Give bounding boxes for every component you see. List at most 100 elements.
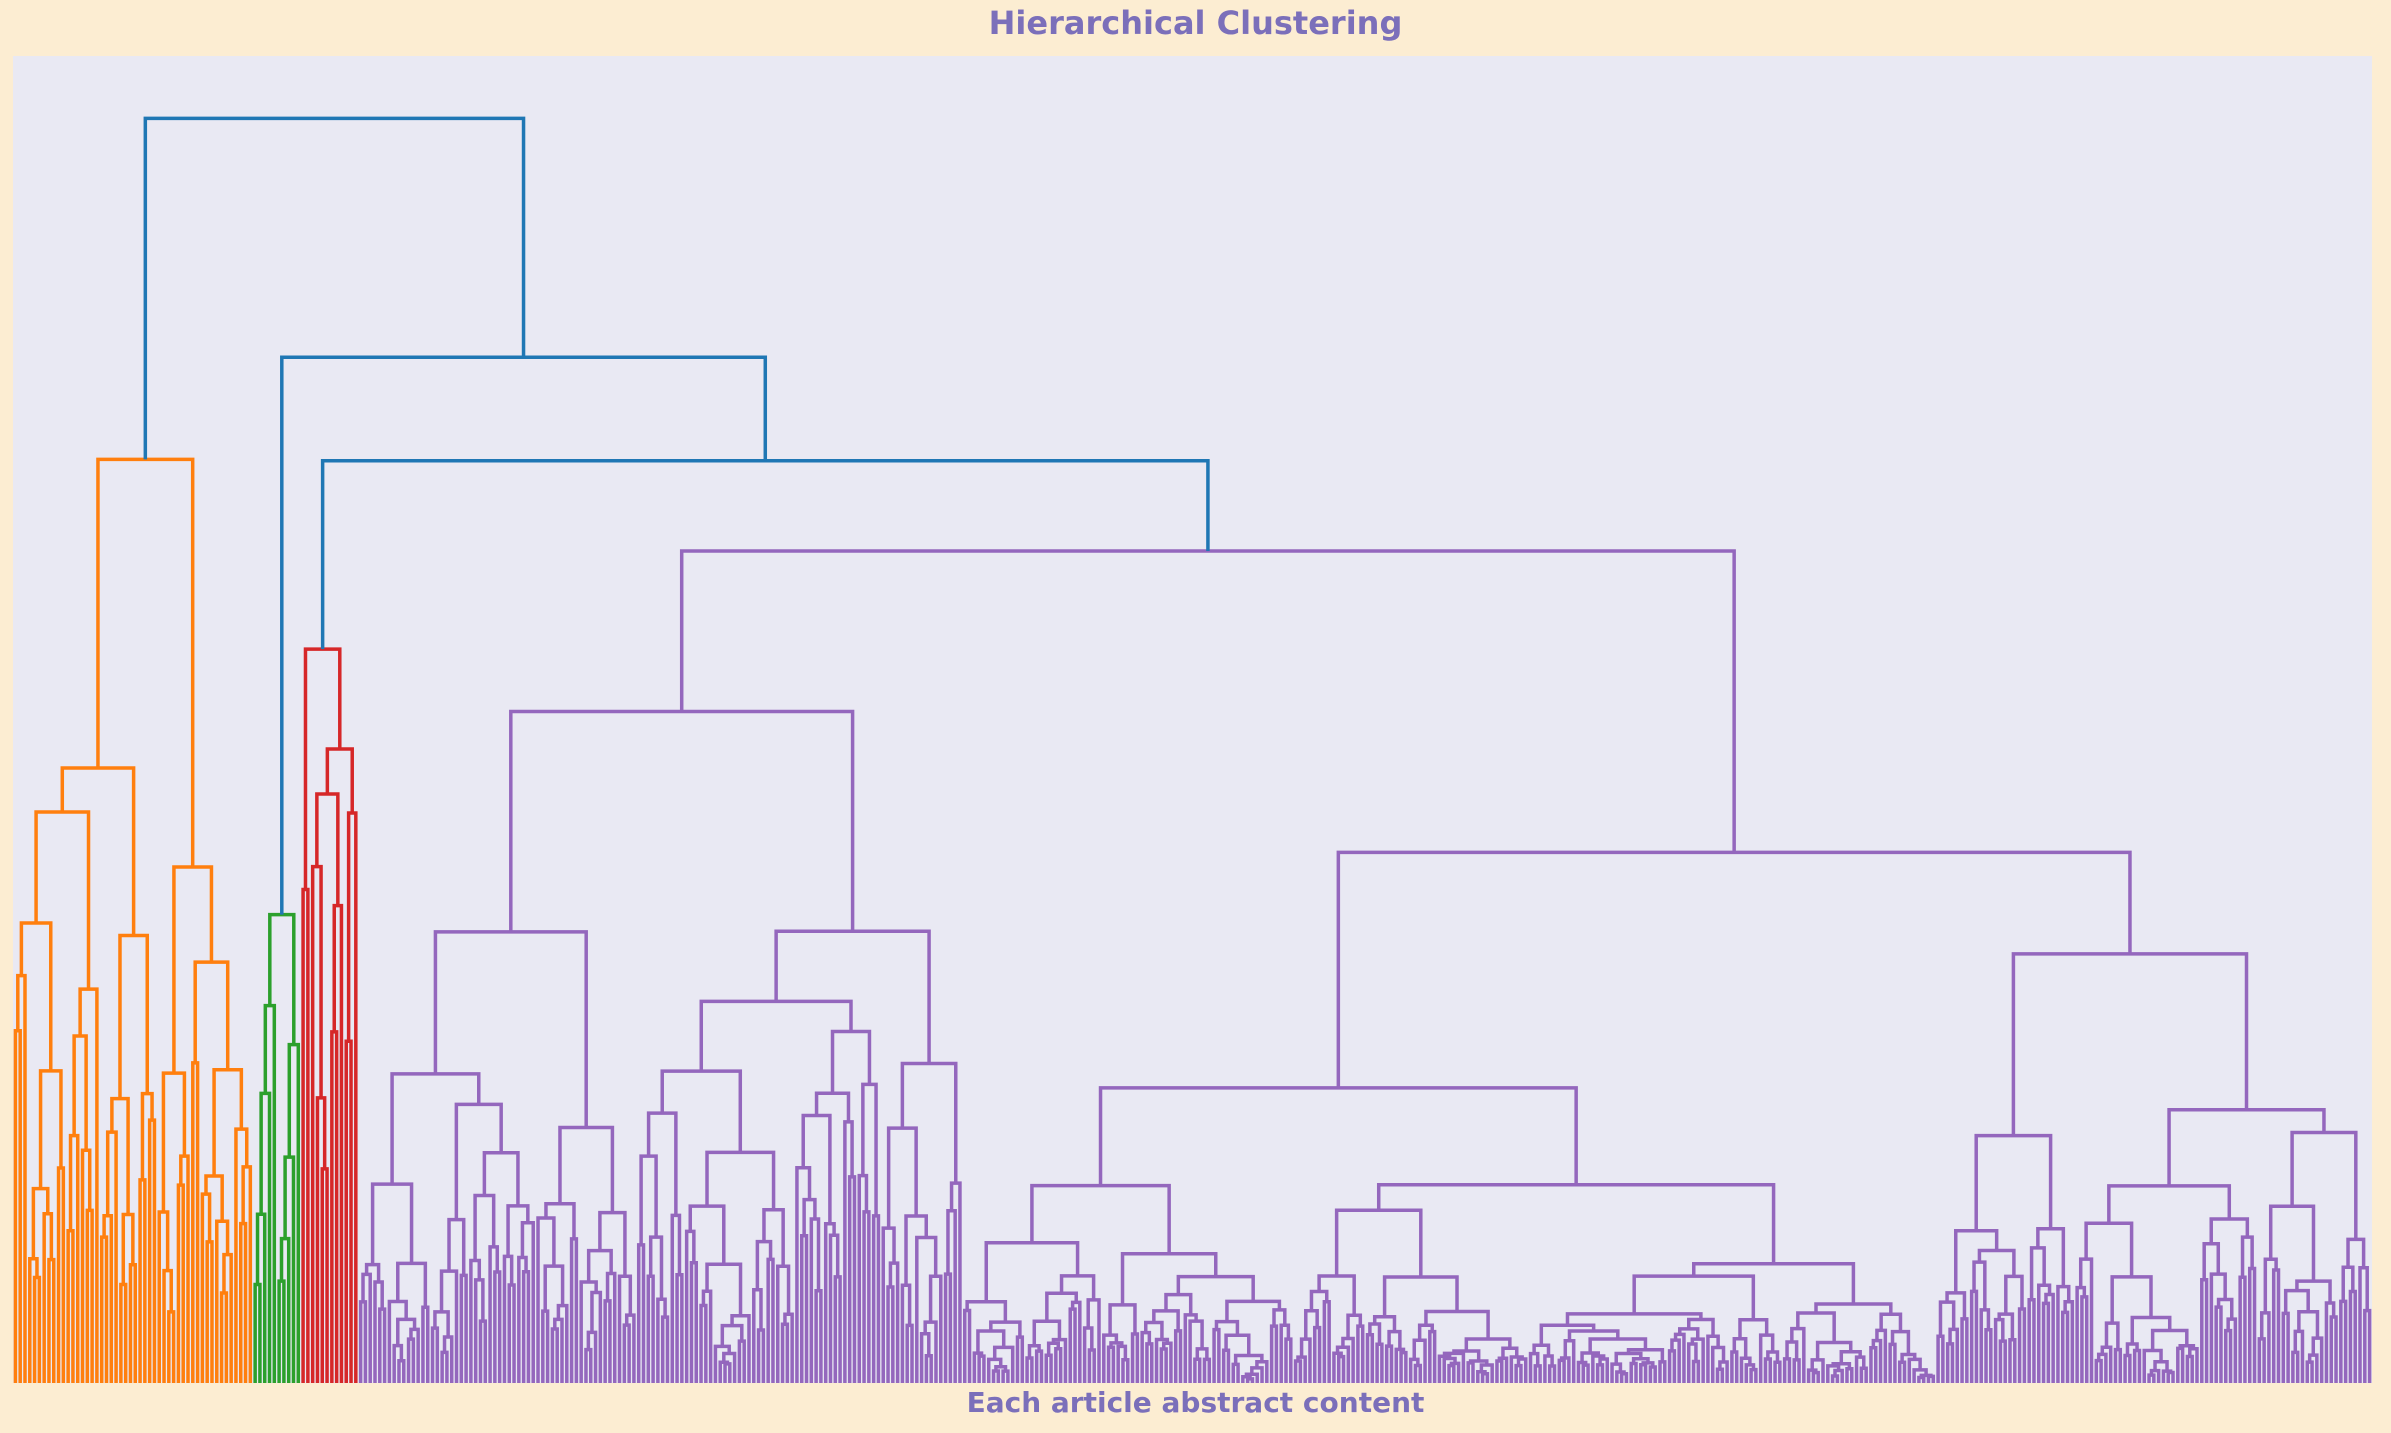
cluster-1-link: [138, 1178, 147, 1383]
cluster-4-link: [977, 1354, 986, 1383]
cluster-4-link: [2149, 1368, 2161, 1383]
cluster-4-link: [1854, 1355, 1866, 1383]
cluster-4-link: [1974, 1133, 2053, 1231]
cluster-4-link: [986, 1357, 1003, 1383]
cluster-4-link: [586, 1330, 598, 1383]
cluster-4-link: [1245, 1377, 1255, 1383]
cluster-4-link: [605, 1271, 617, 1383]
cluster-4-link: [1710, 1345, 1726, 1383]
cluster-4-link: [949, 1181, 962, 1383]
cluster-4-link: [469, 1258, 482, 1383]
cluster-4-link: [705, 1150, 776, 1210]
cluster-4-link: [1948, 1327, 1960, 1383]
cluster-4-link: [776, 1264, 791, 1383]
cluster-1-link: [172, 865, 214, 1074]
cluster-4-link: [2293, 1329, 2305, 1383]
cluster-4-link: [396, 1261, 428, 1308]
cluster-1-link: [66, 1228, 75, 1383]
cluster-4-link: [624, 1313, 636, 1383]
cluster-4-link: [1773, 1360, 1782, 1383]
cluster-4-link: [1176, 1274, 1255, 1302]
cluster-4-link: [699, 999, 853, 1072]
cluster-4-link: [2311, 1336, 2324, 1383]
cluster-4-link: [1969, 1289, 1979, 1383]
cluster-4-link: [1140, 1330, 1152, 1383]
cluster-4-link: [1782, 1357, 1792, 1383]
cluster-4-link: [762, 1208, 785, 1267]
cluster-4-link: [2295, 1279, 2332, 1303]
cluster-4-link: [1833, 1368, 1844, 1383]
cluster-4-link: [1250, 1366, 1264, 1383]
cluster-3-link: [310, 864, 323, 1383]
cluster-1-link: [19, 921, 53, 1071]
cluster-4-link: [569, 1237, 579, 1383]
cluster-4-link: [780, 1322, 790, 1383]
cluster-4-link: [482, 1150, 520, 1206]
cluster-2-link: [253, 1282, 262, 1383]
cluster-4-link: [1567, 1329, 1620, 1341]
cluster-4-link: [1945, 1342, 1955, 1383]
cluster-4-link: [1480, 1372, 1490, 1383]
cluster-4-link: [2202, 1242, 2221, 1280]
cluster-4-link: [1108, 1303, 1137, 1336]
cluster-4-link: [361, 1272, 372, 1383]
cluster-1-link: [162, 1268, 173, 1383]
cluster-4-link: [886, 1285, 895, 1383]
cluster-4-link: [1839, 1349, 1862, 1364]
cluster-4-link: [1595, 1363, 1605, 1383]
cluster-4-link: [1027, 1343, 1041, 1359]
cluster-4-link: [2044, 1292, 2055, 1383]
cluster-4-link: [2240, 1235, 2254, 1278]
cluster-4-link: [1785, 1340, 1799, 1360]
cluster-4-link: [965, 1299, 1008, 1323]
cluster-4-link: [1479, 1363, 1494, 1383]
cluster-4-link: [1814, 1302, 1893, 1315]
cluster-4-link: [1954, 1229, 1999, 1293]
cluster-4-link: [1032, 1319, 1062, 1346]
cluster-4-link: [1044, 1353, 1053, 1383]
cluster-4-link: [1336, 1354, 1346, 1383]
cluster-4-link: [1667, 1349, 1677, 1383]
cluster-4-link: [1068, 1307, 1077, 1383]
cluster-1-link: [105, 1130, 118, 1383]
cluster-4-link: [2150, 1328, 2189, 1351]
cluster-4-link: [1399, 1350, 1408, 1383]
cluster-4-link: [2224, 1328, 2233, 1383]
cluster-4-link: [1629, 1361, 1638, 1383]
cluster-4-link: [1025, 1356, 1034, 1383]
cluster-4-link: [871, 1214, 881, 1383]
cluster-4-link: [1495, 1359, 1504, 1383]
cluster-4-link: [622, 1323, 631, 1383]
cluster-4-link: [730, 1314, 751, 1383]
cluster-4-link: [1173, 1329, 1183, 1383]
cluster-4-link: [370, 1182, 414, 1265]
cluster-2-link: [287, 1042, 301, 1383]
cluster-4-link: [2029, 1246, 2046, 1300]
cluster-4-link: [509, 709, 855, 932]
cluster-4-link: [536, 1216, 556, 1383]
cluster-4-link: [1317, 1274, 1356, 1316]
cluster-1-link: [167, 1310, 176, 1383]
cluster-4-link: [2209, 1217, 2250, 1244]
cluster-1-link: [157, 1210, 170, 1383]
cluster-1-link: [110, 1096, 130, 1215]
cluster-4-link: [454, 1102, 503, 1220]
cluster-4-link: [1051, 1337, 1068, 1383]
cluster-4-link: [1466, 1361, 1475, 1383]
cluster-4-link: [992, 1345, 1015, 1383]
cluster-1-link: [193, 960, 230, 1070]
cluster-1-link: [212, 1068, 244, 1176]
cluster-4-link: [723, 1362, 732, 1383]
cluster-4-link: [1336, 850, 2132, 1088]
cluster-3-link: [346, 811, 358, 1383]
cluster-4-link: [2027, 1297, 2036, 1383]
cluster-1-link: [72, 1034, 88, 1151]
cluster-4-link: [2363, 1308, 2372, 1383]
cluster-4-link: [752, 1288, 763, 1383]
cluster-4-link: [1869, 1345, 1878, 1383]
cluster-4-link: [1231, 1362, 1240, 1383]
cluster-4-link: [1034, 1349, 1044, 1383]
cluster-4-link: [478, 1319, 488, 1383]
cluster-4-link: [2113, 1347, 2123, 1383]
cluster-4-link: [2080, 1295, 2089, 1383]
